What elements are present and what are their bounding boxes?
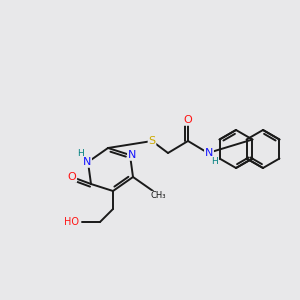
Text: O: O (184, 115, 192, 125)
Text: O: O (68, 172, 76, 182)
Text: N: N (83, 157, 91, 167)
Text: H: H (212, 158, 218, 166)
Text: S: S (148, 136, 156, 146)
Text: N: N (205, 148, 213, 158)
Text: HO: HO (64, 217, 79, 227)
Text: H: H (76, 148, 83, 158)
Text: N: N (128, 150, 136, 160)
Text: CH₃: CH₃ (150, 191, 166, 200)
